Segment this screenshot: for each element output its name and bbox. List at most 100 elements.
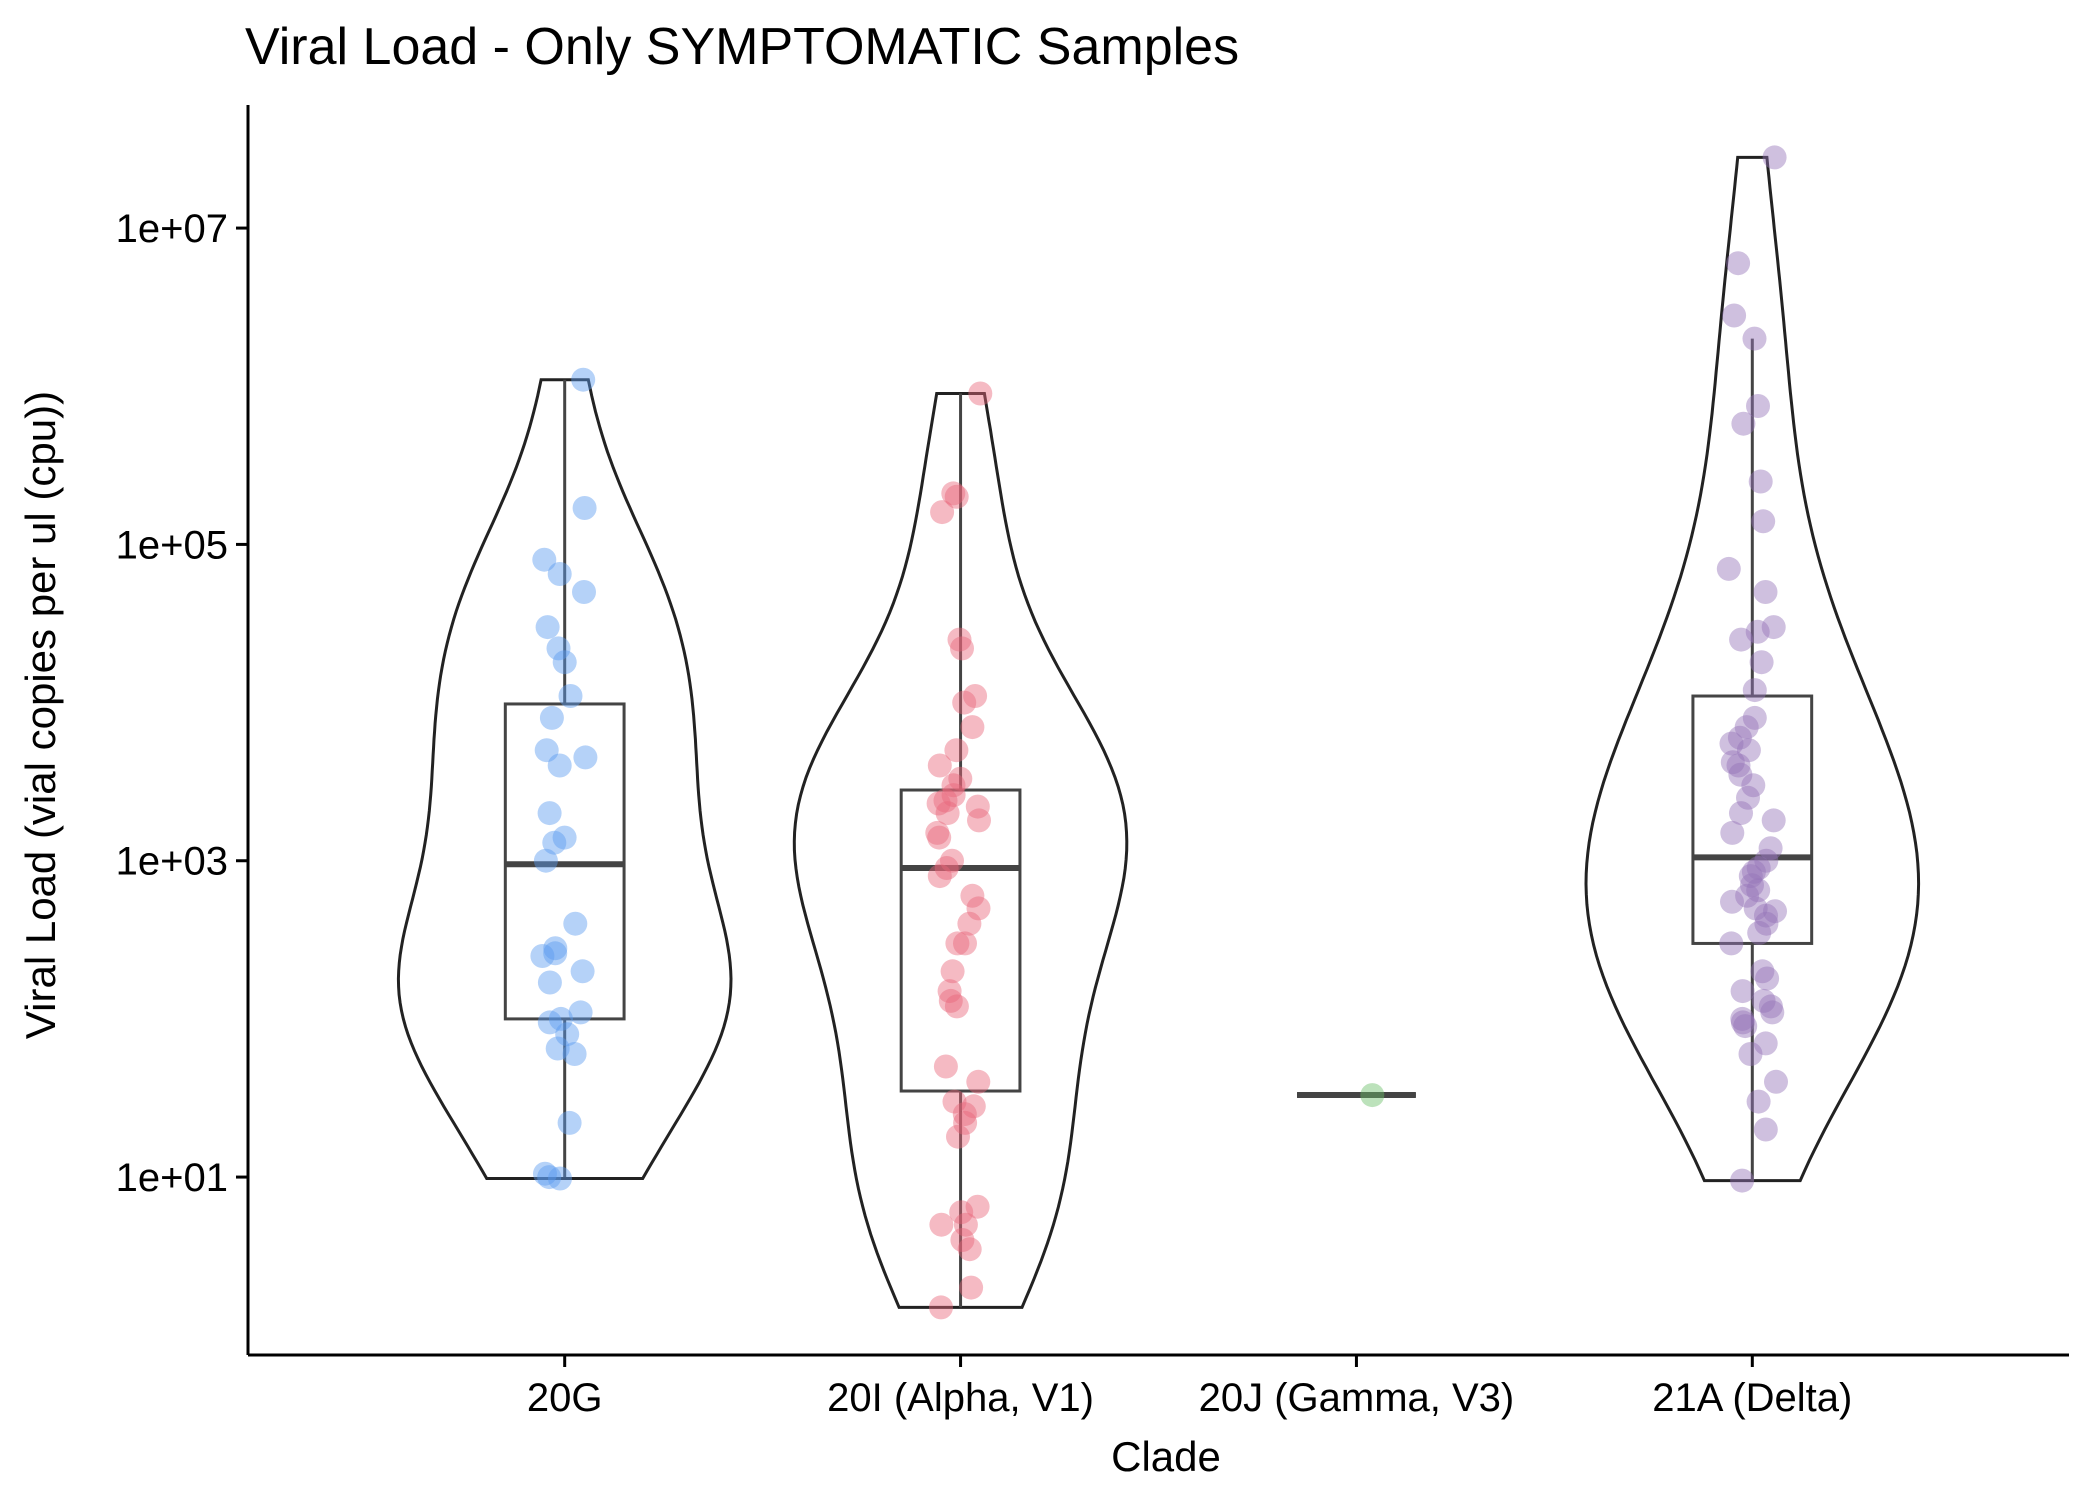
data-point <box>563 911 588 936</box>
data-point <box>548 1166 572 1191</box>
data-point <box>942 1089 967 1114</box>
data-point <box>543 941 568 966</box>
data-point <box>1746 878 1771 903</box>
data-point <box>1751 509 1776 534</box>
data-point <box>960 883 985 908</box>
data-point <box>537 1010 562 1035</box>
data-point <box>543 936 568 961</box>
data-point <box>1738 864 1763 889</box>
x-tick-label: 20J (Gamma, V3) <box>1199 1376 1515 1420</box>
data-point <box>1730 1010 1755 1035</box>
data-point <box>1720 750 1745 775</box>
data-point <box>539 705 564 730</box>
data-point <box>1736 785 1760 810</box>
x-tick-label: 20I (Alpha, V1) <box>827 1376 1094 1420</box>
data-point <box>929 1212 954 1237</box>
data-point <box>1760 1000 1785 1025</box>
data-point <box>1754 903 1778 928</box>
data-point <box>1764 1069 1788 1094</box>
data-point <box>1728 762 1753 787</box>
data-point <box>570 959 595 984</box>
y-tick-label: 1e+07 <box>116 207 228 251</box>
x-tick-label: 21A (Delta) <box>1652 1376 1852 1420</box>
data-point <box>535 615 560 640</box>
data-point <box>941 481 966 506</box>
data-point <box>1736 738 1761 763</box>
data-point <box>562 1042 587 1066</box>
data-point <box>929 1295 953 1320</box>
chart-title: Viral Load - Only SYMPTOMATIC Samples <box>245 18 1239 76</box>
data-point <box>961 1094 986 1119</box>
x-axis-ticks: 20G 20I (Alpha, V1) 20J (Gamma, V3) 21A (De… <box>527 1355 1852 1420</box>
x-tick-label: 20G <box>527 1376 603 1420</box>
y-tick-label: 1e+01 <box>116 1156 228 1200</box>
data-point <box>1746 394 1770 418</box>
data-point <box>542 830 567 855</box>
data-point <box>1743 896 1768 921</box>
data-point <box>1748 469 1773 494</box>
data-point <box>966 896 991 921</box>
data-point <box>927 864 952 889</box>
data-point <box>1751 988 1776 1013</box>
data-point <box>1716 556 1741 581</box>
data-point <box>1750 959 1775 984</box>
data-point <box>572 496 597 520</box>
data-point <box>953 1212 978 1237</box>
data-point <box>944 738 969 763</box>
data-point <box>952 690 977 715</box>
data-point <box>1741 859 1766 884</box>
data-point <box>1740 873 1764 898</box>
data-point <box>1726 753 1751 778</box>
data-point <box>1727 725 1752 750</box>
data-point <box>1742 326 1767 351</box>
data-point <box>1742 705 1767 730</box>
data-point <box>953 1110 978 1135</box>
plot-area <box>396 145 1921 1320</box>
data-point <box>1754 848 1779 873</box>
data-point <box>1729 801 1753 826</box>
data-point <box>1731 411 1756 436</box>
data-point <box>1719 931 1744 956</box>
data-point <box>1742 678 1767 703</box>
data-point <box>547 753 572 778</box>
data-point <box>1726 251 1751 276</box>
data-point <box>557 1110 582 1135</box>
data-point <box>533 848 558 873</box>
data-point <box>1763 899 1787 924</box>
data-point <box>555 1022 580 1047</box>
data-point <box>1735 883 1760 908</box>
data-point <box>530 944 555 968</box>
data-point <box>953 931 977 956</box>
data-point <box>957 911 982 936</box>
box <box>899 788 1022 1093</box>
data-point <box>534 738 559 763</box>
data-point <box>546 636 571 661</box>
data-point <box>935 801 960 826</box>
y-axis-title: Viral Load (vial copies per ul (cpu)) <box>17 391 64 1039</box>
data-point <box>1758 836 1783 861</box>
data-point <box>1753 1031 1778 1056</box>
data-point <box>1754 911 1779 936</box>
data-point <box>930 500 955 525</box>
data-point <box>1753 580 1778 604</box>
data-point <box>552 825 577 850</box>
data-point <box>1755 966 1780 991</box>
data-point <box>1729 627 1754 652</box>
data-point <box>933 1054 958 1079</box>
data-point <box>1719 731 1744 756</box>
data-point <box>1758 994 1783 1019</box>
data-point <box>946 1124 970 1149</box>
data-point <box>966 1069 991 1094</box>
data-point <box>1761 615 1786 640</box>
data-point <box>571 367 596 392</box>
data-point <box>945 931 970 956</box>
data-point <box>950 636 974 661</box>
data-point <box>573 745 598 770</box>
data-point <box>927 753 952 778</box>
data-point <box>944 994 969 1019</box>
data-point <box>952 1102 977 1127</box>
y-axis-ticks: 1e+01 1e+03 1e+05 1e+07 <box>116 207 248 1200</box>
data-point <box>1720 820 1745 845</box>
data-point <box>941 773 966 798</box>
data-point <box>968 381 993 406</box>
